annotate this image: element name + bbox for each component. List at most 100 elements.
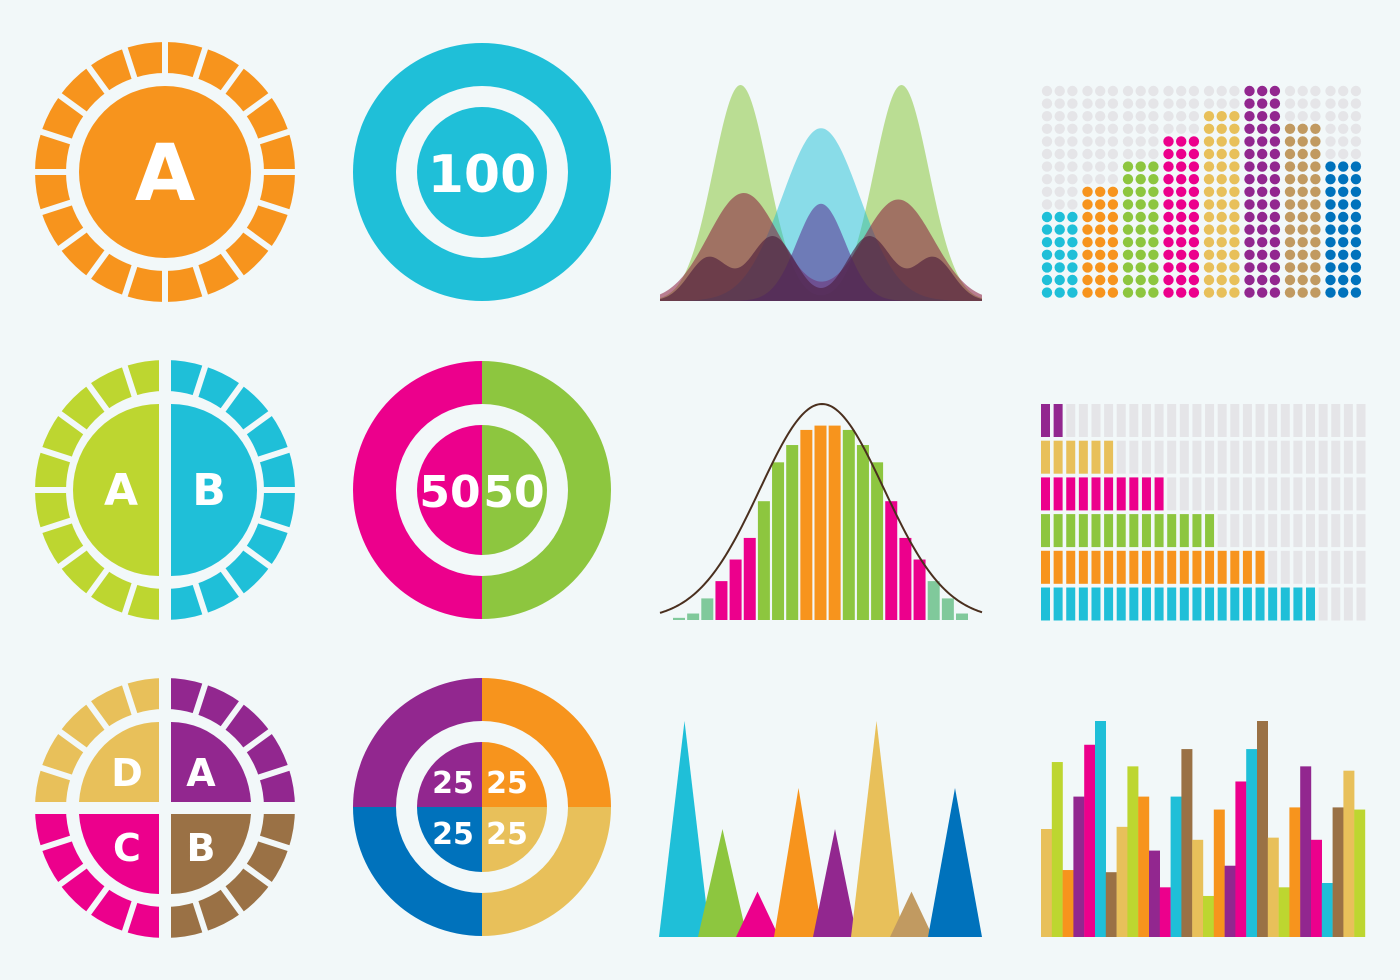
dot-filled	[1310, 211, 1321, 223]
histogram-bar	[842, 429, 855, 620]
gear-gap	[120, 261, 139, 301]
dot-filled	[1297, 199, 1308, 210]
cell-empty	[1192, 404, 1202, 437]
dot-filled	[1297, 174, 1308, 185]
cell-empty	[1306, 404, 1316, 437]
cell-filled	[1154, 477, 1164, 511]
dot-filled	[1244, 161, 1255, 172]
cell-empty	[1179, 440, 1189, 474]
dot-filled	[1229, 262, 1240, 273]
cell-empty	[1230, 404, 1240, 437]
gear-gap	[54, 543, 90, 572]
cell-filled	[1041, 404, 1050, 437]
column-bar	[1127, 766, 1139, 937]
cell-filled	[1154, 550, 1164, 584]
dot-filled	[1095, 274, 1106, 286]
cell-filled	[1078, 550, 1088, 584]
dot-filled	[1325, 237, 1336, 248]
dot-filled	[1203, 148, 1215, 160]
dot-filled	[1082, 249, 1093, 260]
cell-filled	[1167, 514, 1177, 548]
dot-empty	[1135, 123, 1146, 134]
column-bar	[1257, 721, 1268, 937]
dot-empty	[1054, 199, 1065, 210]
dot-filled	[1095, 287, 1106, 298]
dot-filled	[1188, 148, 1200, 160]
gear-gap	[83, 697, 112, 733]
column-bar	[1181, 749, 1193, 937]
gear-gap	[120, 43, 139, 83]
dot-filled	[1284, 123, 1296, 134]
column-bar	[1224, 865, 1236, 937]
gear-split-h	[25, 802, 305, 814]
gear-segment	[124, 266, 165, 302]
gear-gap	[54, 726, 90, 755]
dot-empty	[1041, 161, 1053, 172]
gear-gap	[54, 408, 90, 437]
dot-empty	[1325, 98, 1336, 109]
gear-single-label: A	[135, 129, 195, 219]
cell-empty	[1154, 404, 1164, 437]
dot-empty	[1310, 98, 1321, 109]
gear-single-center	[79, 86, 251, 258]
gear-four-label-a: A	[186, 751, 216, 795]
dot-filled	[1229, 161, 1240, 172]
gear-gap	[120, 897, 139, 937]
gear-segment	[124, 678, 165, 714]
cell-empty	[1217, 477, 1227, 511]
dot-empty	[1122, 98, 1134, 109]
dot-filled	[1325, 174, 1336, 185]
dot-filled	[1135, 199, 1146, 210]
dot-filled	[1122, 161, 1134, 172]
histogram-bar	[856, 445, 869, 620]
dot-empty	[1041, 174, 1053, 185]
dot-filled	[1216, 123, 1227, 134]
dot-filled	[1325, 199, 1336, 210]
cell-filled	[1078, 440, 1088, 474]
dot-empty	[1107, 161, 1119, 172]
dot-filled	[1216, 211, 1227, 223]
column-bar	[1278, 887, 1290, 937]
gear-four-quadrant-a	[171, 721, 251, 802]
dot-empty	[1041, 123, 1053, 134]
histogram-bar	[871, 462, 884, 620]
cell-filled	[1154, 587, 1164, 621]
dot-filled	[1216, 237, 1227, 248]
dot-filled	[1107, 199, 1119, 210]
dot-empty	[1338, 123, 1349, 134]
cell-filled	[1104, 440, 1114, 474]
dot-empty	[1325, 148, 1336, 160]
dot-filled	[1257, 262, 1268, 273]
cell-filled	[1116, 587, 1126, 621]
gear-gap	[36, 763, 76, 782]
gear-segment	[259, 767, 295, 808]
donut-chart-quarters: 25 25 25 25	[353, 678, 611, 936]
dot-empty	[1297, 85, 1308, 97]
dot-filled	[1203, 262, 1215, 273]
cell-empty	[1268, 440, 1278, 474]
dot-filled	[1122, 262, 1134, 273]
cell-filled	[1104, 587, 1114, 621]
dot-empty	[1350, 85, 1362, 97]
gear-gap	[254, 198, 294, 217]
cell-filled	[1091, 514, 1101, 548]
dot-filled	[1216, 224, 1227, 235]
dot-filled	[1176, 287, 1187, 298]
dot-filled	[1229, 237, 1240, 248]
dot-filled	[1350, 186, 1362, 197]
cell-filled	[1041, 550, 1050, 584]
dot-filled	[1082, 224, 1093, 235]
gear-four-label-c: C	[113, 826, 141, 870]
dot-filled	[1284, 262, 1296, 273]
dot-filled	[1176, 211, 1187, 223]
cell-filled	[1230, 587, 1240, 621]
dot-filled	[1325, 262, 1336, 273]
dot-filled	[1297, 161, 1308, 172]
gear-gap	[254, 834, 294, 853]
dot-empty	[1338, 85, 1349, 97]
dot-filled	[1163, 224, 1174, 235]
cell-empty	[1293, 477, 1303, 511]
dot-empty	[1082, 174, 1093, 185]
gear-gap	[218, 565, 247, 601]
dot-filled	[1269, 274, 1281, 286]
